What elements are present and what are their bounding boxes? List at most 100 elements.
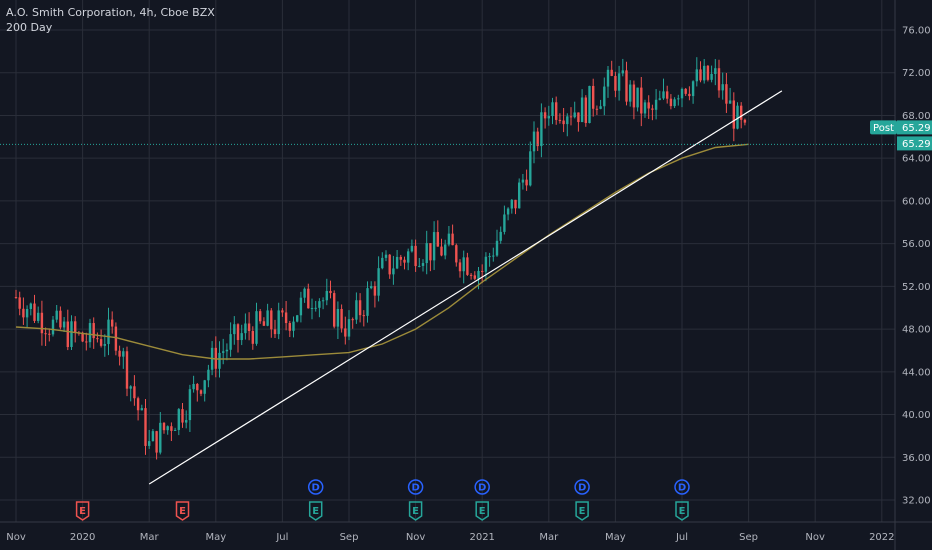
candle [440,246,443,256]
candle [114,326,118,351]
dividend-marker[interactable] [474,479,490,495]
earnings-marker[interactable] [408,501,423,521]
candle [377,268,380,296]
earnings-label: E [179,506,186,517]
candle [691,81,695,97]
candle [410,245,414,252]
candle [481,270,484,272]
candle [384,254,388,258]
candle [595,108,599,110]
candle [684,88,687,94]
candle [177,409,180,430]
dividend-marker[interactable] [674,479,690,495]
candle [125,351,129,389]
candle [677,98,680,100]
candle [466,257,469,275]
candle [506,208,510,215]
candle [592,85,595,109]
candle [388,254,391,275]
candle [325,290,328,301]
candle [392,268,395,275]
candle [118,350,121,357]
candle [736,105,739,129]
candle [188,389,192,421]
earnings-marker[interactable] [675,501,689,521]
candle [303,288,306,298]
candle [547,116,550,119]
candle [29,303,32,309]
candle [451,233,454,246]
candle [732,100,735,129]
earnings-label: E [79,506,86,517]
candle [314,307,317,309]
candle [255,311,258,344]
candle [321,300,325,302]
earnings-marker[interactable] [175,501,190,521]
candle [743,119,747,123]
x-tick-label: 2021 [469,532,494,543]
candle [462,257,465,272]
candle [292,321,295,331]
trendline[interactable] [148,90,783,485]
candle [299,297,303,316]
dividend-label: D [578,483,586,494]
candle [225,349,229,352]
candle [81,332,84,342]
candle [566,116,569,125]
candle [432,232,436,261]
y-tick-label: 56.00 [902,239,931,250]
earnings-marker[interactable] [308,501,323,521]
candle [159,422,162,453]
candle [492,255,495,257]
dividend-marker[interactable] [574,479,590,495]
candle [185,420,188,423]
indicator-label[interactable]: 200 Day [6,21,53,34]
candle [395,256,399,269]
price-value-bottom: 65.29 [902,139,931,150]
candle [155,431,158,453]
candle [99,339,103,346]
candle [122,351,125,357]
candle [144,408,147,446]
candle [514,199,517,209]
candle [484,256,488,272]
earnings-label: E [679,506,686,517]
candle [658,98,661,100]
candle [207,369,210,381]
earnings-label: E [412,506,419,517]
candle [647,102,650,109]
earnings-marker[interactable] [75,501,90,521]
candle [266,310,269,326]
candle [203,380,206,394]
y-tick-label: 64.00 [902,154,931,165]
symbol-title[interactable]: A.O. Smith Corporation, 4h, Cboe BZX [6,6,215,19]
candle [181,409,184,423]
ma-200-line[interactable] [15,143,749,360]
x-tick-label: May [605,532,626,543]
earnings-marker[interactable] [575,501,589,521]
candle [336,308,340,327]
earnings-marker[interactable] [475,501,489,521]
dividend-marker[interactable] [407,479,424,495]
candle [347,319,351,337]
candle [588,85,591,124]
y-tick-label: 32.00 [902,496,931,507]
candle [96,338,99,340]
candle [129,386,132,389]
candle [473,275,476,279]
candle [429,243,432,261]
candle [310,308,314,310]
candle [281,310,284,313]
candle [625,70,628,102]
candle [421,263,425,266]
candle [555,102,558,120]
candle [399,256,402,260]
candle [329,290,332,294]
candle [444,244,447,256]
candle [740,105,743,120]
dividend-marker[interactable] [307,479,324,495]
candle [37,312,40,321]
candle [551,102,554,117]
candle [666,91,669,99]
